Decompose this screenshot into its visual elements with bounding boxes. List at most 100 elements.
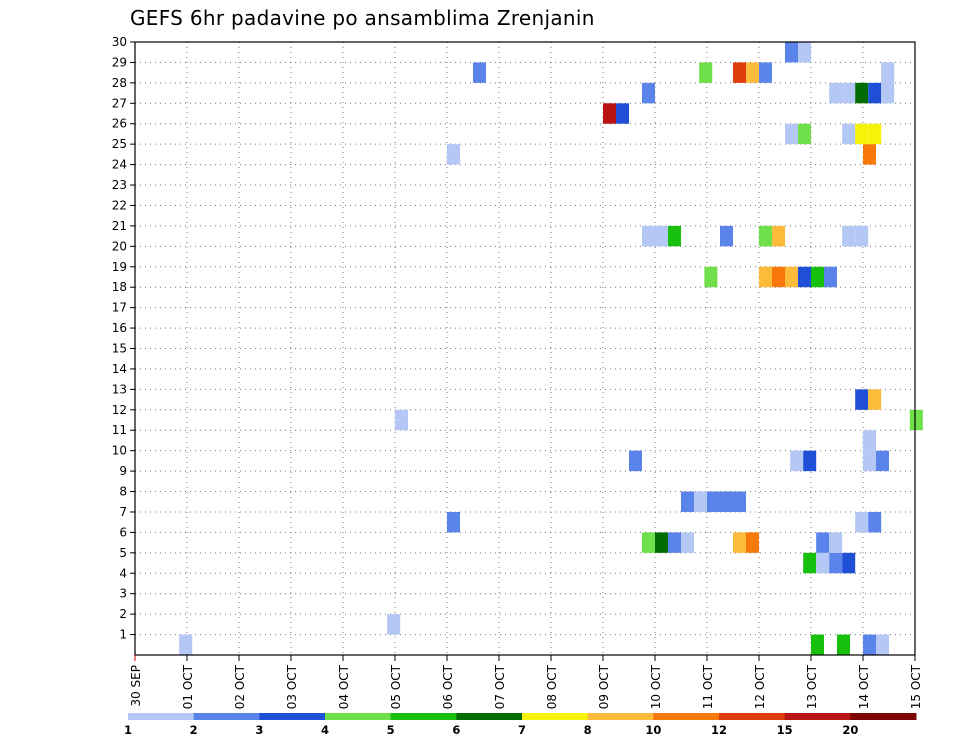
y-axis-ticks: 1234567891011121314151617181920212223242… <box>112 35 135 642</box>
colorbar-label: 2 <box>190 723 198 737</box>
heatmap-cell <box>829 82 843 104</box>
colorbar-label: 15 <box>777 723 793 737</box>
x-tick-label: 04 OCT <box>337 664 351 709</box>
heatmap-cell <box>395 409 408 431</box>
heatmap-cell <box>720 491 733 512</box>
colorbar-swatch <box>653 713 720 720</box>
heatmap-cell <box>811 266 824 288</box>
heatmap-cell <box>603 103 616 124</box>
heatmap-cell <box>785 123 798 145</box>
x-tick-label: 12 OCT <box>753 664 767 709</box>
heatmap-cell <box>704 266 718 288</box>
colorbar-swatch <box>128 713 195 720</box>
x-tick-label: 09 OCT <box>597 664 611 709</box>
heatmap-cell <box>785 42 798 63</box>
y-tick-label: 3 <box>119 587 127 601</box>
heatmap-cell <box>759 62 772 83</box>
heatmap-cell <box>863 430 876 451</box>
heatmap-cell <box>855 82 869 104</box>
heatmap-cell <box>855 511 869 533</box>
colorbar-label: 3 <box>255 723 263 737</box>
heatmap-cell <box>868 389 882 410</box>
y-tick-label: 15 <box>112 342 127 356</box>
x-tick-label: 02 OCT <box>233 664 247 709</box>
heatmap-cell <box>881 62 895 83</box>
colorbar-swatch <box>522 713 589 720</box>
heatmap-cell <box>785 266 798 288</box>
heatmap-cell <box>837 634 850 655</box>
heatmap-cell <box>447 144 460 165</box>
heatmap-cell <box>668 532 681 553</box>
y-tick-label: 13 <box>112 382 127 396</box>
y-tick-label: 25 <box>112 137 127 151</box>
y-tick-label: 30 <box>112 35 127 49</box>
heatmap-cell <box>803 552 817 574</box>
heatmap-cell <box>816 532 830 553</box>
x-tick-label: 14 OCT <box>857 664 871 709</box>
heatmap-cell <box>629 450 642 472</box>
y-tick-label: 4 <box>119 566 127 580</box>
heatmap-cell <box>842 123 856 145</box>
heatmap-cell <box>863 450 876 472</box>
colorbar-label: 10 <box>645 723 661 737</box>
heatmap-cell <box>746 62 759 83</box>
heatmap-cell <box>681 532 694 553</box>
heatmap-cell <box>816 552 830 574</box>
x-tick-label: 13 OCT <box>805 664 819 709</box>
y-tick-label: 9 <box>119 464 127 478</box>
heatmap-cell <box>868 511 882 533</box>
colorbar-swatch <box>587 713 654 720</box>
y-tick-label: 5 <box>119 546 127 560</box>
heatmap-cell <box>746 532 759 553</box>
heatmap-cell <box>829 532 843 553</box>
heatmap-cell <box>798 123 811 145</box>
colorbar-label: 6 <box>452 723 460 737</box>
heatmap-cell <box>733 532 746 553</box>
heatmap-cell <box>881 82 895 104</box>
colorbar-swatch <box>784 713 851 720</box>
colorbar: 1 2 3 4 5 6 7 8 10 12 15 20 <box>124 713 917 737</box>
heatmap-cell <box>855 389 869 410</box>
y-tick-label: 20 <box>112 239 127 253</box>
y-tick-label: 17 <box>112 301 127 315</box>
heatmap-cell <box>772 225 785 247</box>
colorbar-swatch <box>390 713 457 720</box>
heatmap-cell <box>855 225 869 247</box>
colorbar-swatch <box>259 713 326 720</box>
x-tick-label: 05 OCT <box>389 664 403 709</box>
heatmap-cell <box>655 225 668 247</box>
y-tick-label: 19 <box>112 260 127 274</box>
heatmap-cell <box>387 614 401 635</box>
y-tick-label: 23 <box>112 178 127 192</box>
heatmap-cell <box>868 82 882 104</box>
heatmap-cell <box>642 82 655 104</box>
colorbar-label: 1 <box>124 723 132 737</box>
colorbar-label: 8 <box>584 723 592 737</box>
y-tick-label: 16 <box>112 321 127 335</box>
y-tick-label: 7 <box>119 505 127 519</box>
heatmap-cell <box>798 42 811 63</box>
x-tick-label: 03 OCT <box>285 664 299 709</box>
colorbar-swatch <box>193 713 260 720</box>
heatmap-cell <box>790 450 804 472</box>
heatmap-cell <box>694 491 707 512</box>
colorbar-swatch <box>719 713 786 720</box>
y-tick-label: 28 <box>112 76 127 90</box>
heatmap-cell <box>855 123 869 145</box>
heatmap-cell <box>909 409 923 431</box>
heatmap-cell <box>179 634 193 655</box>
heatmap-cell <box>863 634 876 655</box>
heatmap-cell <box>876 634 889 655</box>
y-tick-label: 8 <box>119 485 127 499</box>
y-tick-label: 18 <box>112 280 127 294</box>
heatmap-cell <box>863 144 876 165</box>
heatmap-cell <box>842 225 856 247</box>
y-tick-label: 29 <box>112 55 127 69</box>
chart-title: GEFS 6hr padavine po ansamblima Zrenjani… <box>130 6 595 30</box>
heatmap-cell <box>447 511 460 533</box>
heatmap-cell <box>616 103 629 124</box>
colorbar-label: 5 <box>387 723 395 737</box>
y-tick-label: 27 <box>112 96 127 110</box>
heatmap-cell <box>759 266 772 288</box>
y-tick-label: 2 <box>119 607 127 621</box>
